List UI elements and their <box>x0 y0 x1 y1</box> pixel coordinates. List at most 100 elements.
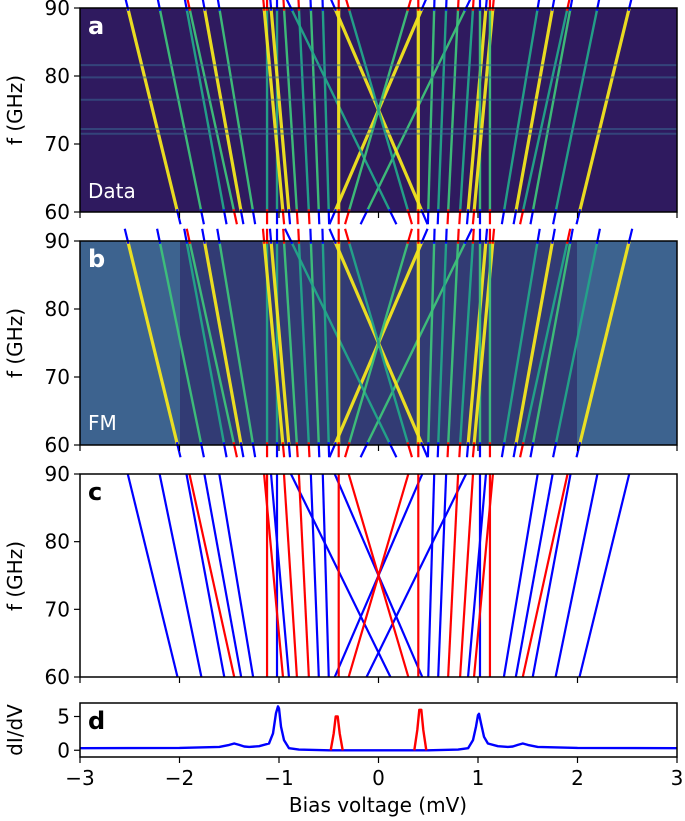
x-tick-label: 0 <box>372 766 385 790</box>
panel-b-resonance-trace <box>321 241 330 445</box>
panel-c-line-blue <box>502 474 539 677</box>
panel-c-lines <box>126 474 631 677</box>
panel-c-line-blue <box>514 474 554 677</box>
panel-c-line-blue <box>269 474 291 677</box>
panel-c-letter: c <box>88 478 102 506</box>
panel-c-y-label: f (GHz) <box>3 541 27 611</box>
panel-a-resonance-trace <box>437 8 448 212</box>
panel-a: 60 70 80 90 a Data f (GHz) <box>3 0 678 225</box>
panel-b-heatmap-traces <box>126 241 631 445</box>
panel-a-resonance-trace <box>202 8 243 212</box>
x-tick-label: 2 <box>571 766 584 790</box>
x-axis-label: Bias voltage (mV) <box>289 793 467 817</box>
panel-a-resonance-trace <box>158 8 203 212</box>
panel-c: 60 70 80 90 c f (GHz) <box>3 462 678 689</box>
panel-d-curve-red <box>413 708 428 751</box>
panel-b-x-tick-marks <box>79 445 678 451</box>
panel-c-line-red <box>458 474 475 677</box>
panel-c-line-red <box>282 474 299 677</box>
panel-a-top-edge-marker <box>269 0 273 11</box>
panel-d: 05 −3 −2 −1 0 1 2 3 d dI/dV <box>3 702 684 790</box>
panel-b-resonance-trace <box>185 241 226 445</box>
panel-c-line-blue <box>218 474 255 677</box>
panel-a-resonance-trace <box>577 8 631 212</box>
panel-b-resonance-trace <box>282 241 299 445</box>
panel-c-y-tick-label: 60 <box>45 665 70 689</box>
panel-c-line-red <box>297 474 310 677</box>
panel-c-line-blue <box>309 474 320 677</box>
panel-c-y-tick-label: 80 <box>45 530 70 554</box>
panel-b-resonance-trace <box>269 241 291 445</box>
panel-b-resonance-trace <box>437 241 448 445</box>
panel-a-resonance-trace <box>218 8 255 212</box>
panel-a-resonance-trace <box>458 8 475 212</box>
panel-b-resonance-trace <box>458 241 475 445</box>
panel-c-line-red <box>347 474 410 677</box>
panel-b-y-tick-label: 80 <box>45 297 70 321</box>
panel-c-line-red <box>188 474 236 677</box>
panel-b-y-tick-label: 60 <box>45 433 70 457</box>
panel-b-y-tick-label: 90 <box>45 229 70 253</box>
panel-a-inset-label: Data <box>88 179 136 203</box>
panel-b-resonance-trace <box>577 241 631 445</box>
panel-a-resonance-trace <box>126 8 180 212</box>
panel-a-y-tick-label: 90 <box>45 0 70 20</box>
panel-c-line-blue <box>185 474 226 677</box>
panel-b-resonance-trace <box>126 241 180 445</box>
panel-b-resonance-trace <box>309 241 320 445</box>
panel-d-y-label: dI/dV <box>3 704 27 756</box>
panel-a-resonance-trace <box>297 8 311 212</box>
panel-a-resonance-trace <box>188 8 236 212</box>
panel-c-line-blue <box>321 474 330 677</box>
panel-a-resonance-trace <box>262 8 285 212</box>
panel-a-resonance-trace <box>427 8 436 212</box>
panel-c-line-blue <box>466 474 488 677</box>
panel-c-x-tick-marks <box>79 677 678 683</box>
panel-c-line-blue <box>554 474 599 677</box>
panel-c-y-axis: 60 70 80 90 <box>45 462 80 689</box>
panel-b-y-label: f (GHz) <box>3 308 27 378</box>
panel-c-line-blue <box>437 474 448 677</box>
x-tick-label: −1 <box>264 766 293 790</box>
panel-c-y-tick-label: 90 <box>45 462 70 486</box>
panel-b-resonance-trace <box>202 241 243 445</box>
panel-a-top-edge-marker <box>297 0 301 11</box>
panel-a-top-edge-marker <box>444 0 448 11</box>
panel-c-line-red <box>521 474 569 677</box>
panel-c-y-tick-label: 70 <box>45 597 70 621</box>
panel-a-letter: a <box>88 12 104 40</box>
panel-a-resonance-trace <box>321 8 330 212</box>
panel-c-line-blue <box>365 474 468 677</box>
x-tick-label: 3 <box>671 766 684 790</box>
panel-b-resonance-trace <box>289 241 392 445</box>
panel-a-resonance-trace <box>521 8 569 212</box>
panel-b-y-axis: 60 70 80 90 <box>45 229 80 457</box>
panel-a-y-tick-label: 80 <box>45 64 70 88</box>
panel-d-lines <box>80 705 677 752</box>
panel-b-resonance-trace <box>188 241 236 445</box>
panel-b-left-shade <box>80 241 180 445</box>
panel-a-y-tick-label: 70 <box>45 132 70 156</box>
panel-c-line-blue <box>427 474 436 677</box>
panel-b-letter: b <box>88 245 105 273</box>
panel-a-top-edge-marker <box>471 0 475 11</box>
panel-a-top-edge-marker <box>282 0 286 11</box>
panel-a-resonance-trace <box>365 8 468 212</box>
panel-a-resonance-trace <box>309 8 320 212</box>
panel-b-right-shade <box>577 241 677 445</box>
panel-c-line-blue <box>531 474 572 677</box>
panel-b-resonance-trace <box>531 241 572 445</box>
panel-a-resonance-trace <box>466 8 488 212</box>
panel-b-resonance-trace <box>297 241 311 445</box>
panel-c-line-blue <box>289 474 392 677</box>
panel-c-line-red <box>447 474 460 677</box>
x-tick-label: −3 <box>65 766 94 790</box>
panel-a-y-label: f (GHz) <box>3 75 27 145</box>
panel-c-line-red <box>262 474 285 677</box>
panel-c-line-blue <box>203 474 243 677</box>
panel-a-resonance-trace <box>554 8 599 212</box>
panel-a-top-edge-marker <box>491 0 495 11</box>
panel-b: 60 70 80 90 b FM f (GHz) <box>3 228 678 458</box>
panel-b-resonance-trace <box>427 241 436 445</box>
panel-c-line-blue <box>158 474 203 677</box>
